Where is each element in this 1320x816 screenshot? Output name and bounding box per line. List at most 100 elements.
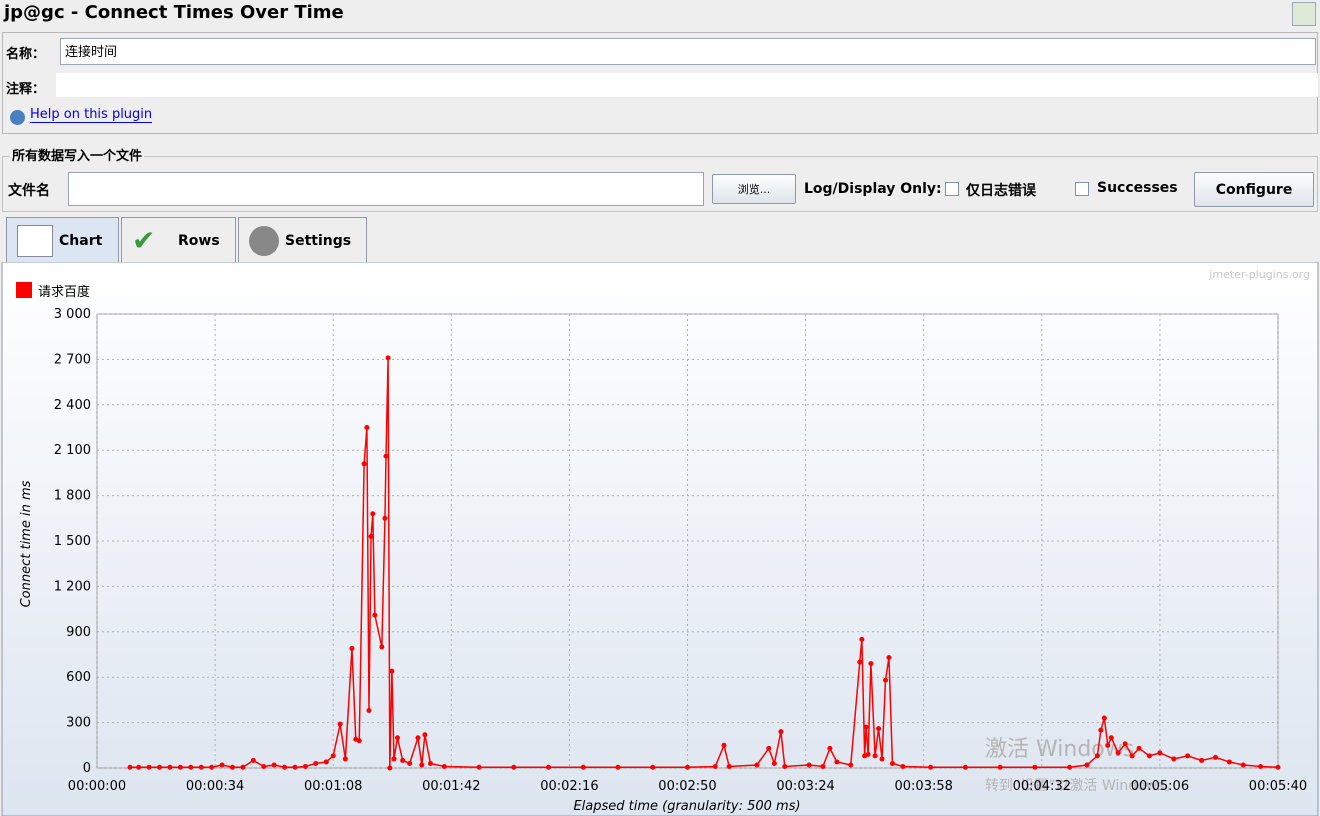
watermark: jmeter-plugins.org	[1208, 268, 1310, 281]
configure-button[interactable]: Configure	[1194, 172, 1314, 207]
data-point	[342, 756, 348, 762]
data-point	[1171, 756, 1177, 762]
file-group	[2, 156, 1318, 212]
data-point	[271, 762, 277, 768]
browse-button[interactable]: 浏览...	[712, 174, 796, 204]
data-point	[427, 760, 433, 766]
data-point	[820, 763, 826, 769]
data-point	[511, 764, 517, 770]
data-point	[136, 764, 142, 770]
file-group-title: 所有数据写入一个文件	[10, 145, 145, 164]
data-point	[615, 764, 621, 770]
data-point	[886, 655, 892, 661]
file-label: 文件名	[8, 183, 50, 199]
tab-chart[interactable]: Chart	[6, 217, 119, 263]
data-point	[240, 764, 246, 770]
data-point	[323, 759, 329, 765]
data-point	[859, 636, 865, 642]
data-point	[476, 764, 482, 770]
data-point	[857, 659, 863, 665]
y-tick-label: 2 400	[54, 398, 91, 413]
data-point	[650, 764, 656, 770]
x-tick-label: 00:01:42	[422, 779, 480, 794]
data-point	[198, 764, 204, 770]
data-point	[1258, 763, 1264, 769]
name-label: 名称：	[6, 47, 46, 62]
file-field[interactable]	[68, 172, 704, 206]
help-link[interactable]: Help on this plugin	[30, 107, 153, 123]
data-point	[337, 721, 343, 727]
x-tick-label: 00:02:16	[540, 779, 598, 794]
data-point	[394, 735, 400, 741]
data-point	[356, 738, 362, 744]
data-point	[766, 745, 772, 751]
tab-rows[interactable]: ✔ Rows	[121, 217, 236, 263]
data-point	[250, 757, 256, 763]
data-point	[928, 764, 934, 770]
tab-label: Chart	[59, 232, 103, 249]
data-point	[876, 726, 882, 732]
y-axis-label: Connect time in ms	[19, 480, 34, 607]
data-point	[778, 729, 784, 735]
maximize-icon[interactable]	[1292, 2, 1316, 26]
data-point	[361, 461, 367, 467]
y-tick-label: 1 800	[54, 489, 91, 504]
data-point	[370, 511, 376, 517]
data-point	[282, 764, 288, 770]
y-tick-label: 900	[66, 625, 91, 640]
data-point	[1212, 754, 1218, 760]
data-point	[865, 751, 871, 757]
data-point	[177, 764, 183, 770]
data-point	[219, 762, 225, 768]
data-point	[415, 735, 421, 741]
x-tick-label: 00:04:32	[1013, 779, 1071, 794]
data-point	[580, 764, 586, 770]
data-point	[389, 668, 395, 674]
x-tick-label: 00:05:06	[1131, 779, 1189, 794]
data-point	[349, 645, 355, 651]
errors-label: 仅日志错误	[966, 183, 1036, 199]
data-point	[1105, 742, 1111, 748]
data-point	[1084, 762, 1090, 768]
data-point	[771, 760, 777, 766]
data-point	[546, 764, 552, 770]
x-axis-label: Elapsed time (granularity: 500 ms)	[573, 799, 800, 814]
data-point	[1157, 750, 1163, 756]
data-point	[400, 757, 406, 763]
x-tick-label: 00:01:08	[304, 779, 362, 794]
activation-text: 转到“设置”以激活 Windows。	[985, 777, 1178, 794]
chart: jmeter-plugins.org Connect time in ms El…	[1, 262, 1319, 816]
data-point	[1101, 715, 1107, 721]
legend-swatch	[16, 282, 32, 298]
data-point	[879, 756, 885, 762]
data-point	[834, 759, 840, 765]
y-tick-label: 600	[66, 670, 91, 685]
tab-settings[interactable]: Settings	[238, 217, 367, 263]
y-tick-label: 2 100	[54, 443, 91, 458]
x-tick-label: 00:03:58	[895, 779, 953, 794]
x-tick-label: 00:03:24	[776, 779, 834, 794]
data-point	[1108, 735, 1114, 741]
window-title: jp@gc - Connect Times Over Time	[4, 2, 344, 23]
y-tick-label: 2 700	[54, 352, 91, 367]
data-point	[382, 515, 388, 521]
data-point	[157, 764, 163, 770]
data-point	[997, 764, 1003, 770]
log-label: Log/Display Only:	[804, 181, 942, 197]
comment-field[interactable]	[56, 73, 1318, 97]
data-point	[368, 533, 374, 539]
data-point	[868, 661, 874, 667]
data-point	[872, 753, 878, 759]
data-point	[1067, 764, 1073, 770]
data-point	[754, 762, 760, 768]
data-point	[229, 764, 235, 770]
data-point	[302, 763, 308, 769]
data-point	[721, 742, 727, 748]
data-point	[366, 707, 372, 713]
name-field[interactable]: 连接时间	[60, 38, 1316, 65]
errors-checkbox[interactable]	[945, 182, 959, 196]
data-point	[313, 760, 319, 766]
data-point	[889, 760, 895, 766]
data-point	[1032, 764, 1038, 770]
successes-checkbox[interactable]	[1075, 182, 1089, 196]
